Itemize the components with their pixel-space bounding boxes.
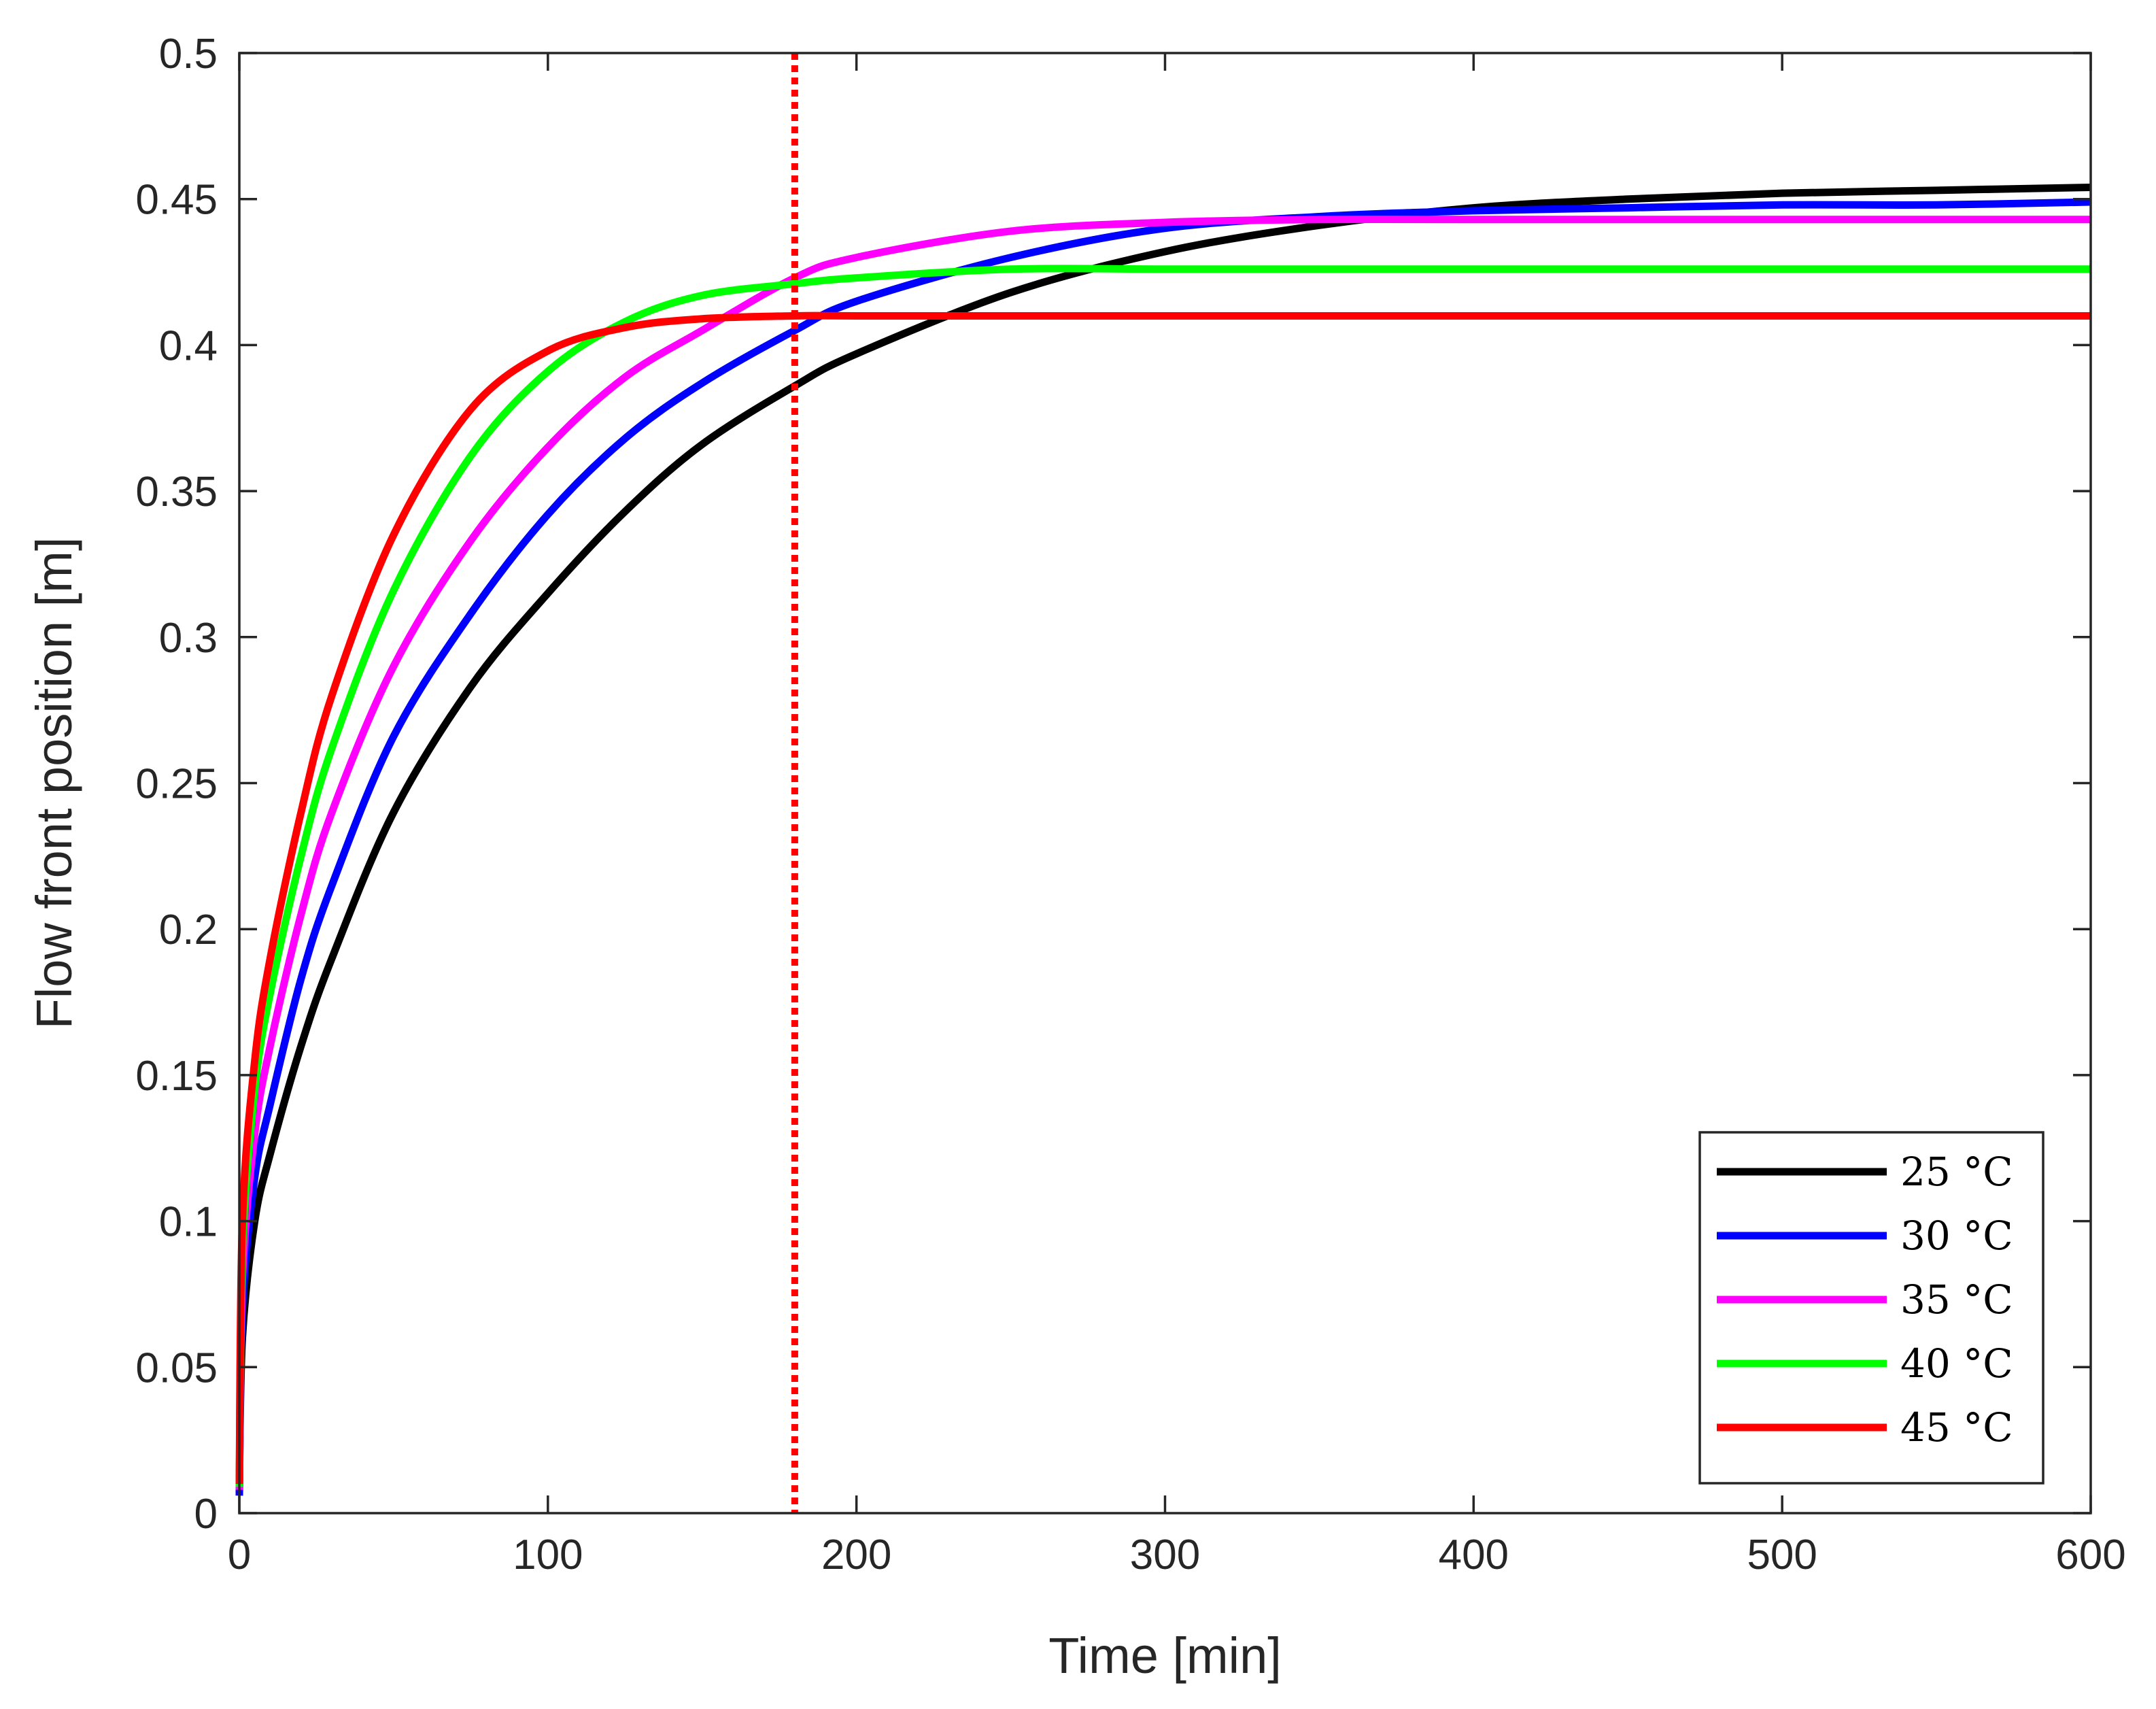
legend-label: 25 °C <box>1900 1149 2013 1195</box>
legend-label: 35 °C <box>1900 1276 2013 1323</box>
y-tick-label: 0.1 <box>159 1199 218 1246</box>
x-tick-label: 200 <box>821 1532 891 1578</box>
series-line-45c <box>235 311 2091 1485</box>
series-line-40c <box>235 265 2091 1487</box>
y-tick-label: 0.3 <box>159 615 218 662</box>
x-tick-label: 500 <box>1747 1532 1817 1578</box>
y-axis-title: Flow front position [m] <box>26 537 82 1030</box>
x-tick-label: 400 <box>1439 1532 1509 1578</box>
y-tick-label: 0.35 <box>135 469 218 515</box>
series-line-30c <box>235 198 2091 1496</box>
x-axis-title: Time [min] <box>1048 1627 1282 1684</box>
series-line-25c <box>235 184 2091 1493</box>
x-tick-label: 300 <box>1130 1532 1200 1578</box>
legend-label: 45 °C <box>1900 1404 2013 1451</box>
y-tick-label: 0.2 <box>159 907 218 953</box>
y-tick-label: 0.45 <box>135 177 218 224</box>
series-layer <box>235 184 2091 1496</box>
y-tick-label: 0.05 <box>135 1344 218 1391</box>
axes-layer: 0 100 200 300 400 500 600 0 0.05 0.1 0.15 0.2 0.25 0.… <box>135 31 2125 1578</box>
x-tick-label: 0 <box>228 1532 251 1578</box>
x-tick-label: 600 <box>2055 1532 2125 1578</box>
legend: 25 °C 30 °C 35 °C 40 °C 45 °C <box>1698 1131 2044 1485</box>
y-tick-label: 0.25 <box>135 761 218 808</box>
legend-label: 40 °C <box>1900 1340 2013 1387</box>
y-tick-label: 0.15 <box>135 1053 218 1100</box>
legend-label: 30 °C <box>1900 1213 2013 1259</box>
y-tick-label: 0.4 <box>159 322 218 369</box>
y-tick-label: 0.5 <box>159 31 218 78</box>
y-tick-label: 0 <box>194 1491 218 1538</box>
x-tick-label: 100 <box>513 1532 583 1578</box>
